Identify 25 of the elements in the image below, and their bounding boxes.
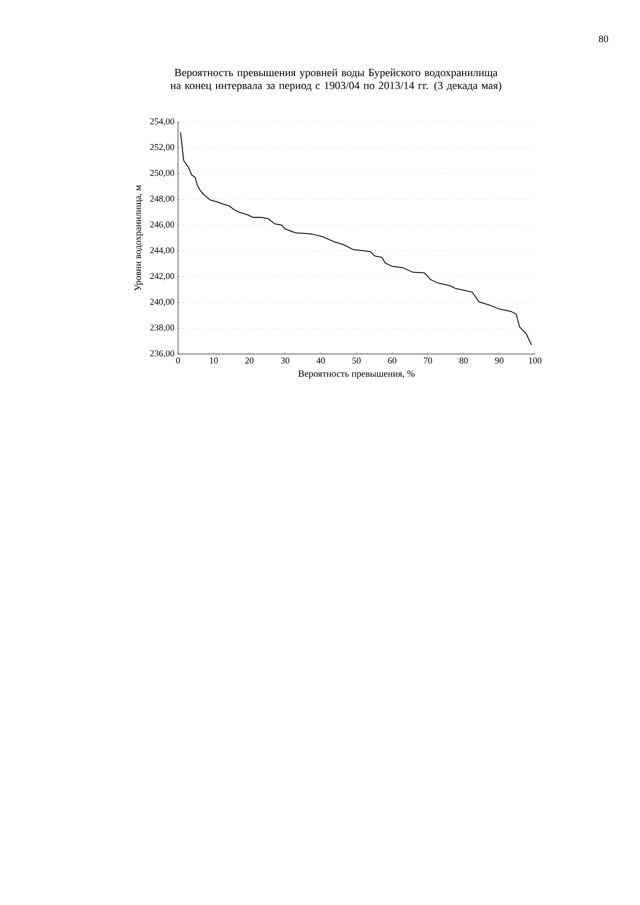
x-tick-label: 100 xyxy=(529,358,542,364)
x-tick-label: 20 xyxy=(245,358,254,364)
y-tick-label: 238,00 xyxy=(150,324,174,332)
y-axis-title: Уровни водохранилища, м xyxy=(134,185,143,291)
text: 80 xyxy=(598,36,608,42)
y-tick-label: 244,00 xyxy=(150,247,174,255)
y-tick-label: 250,00 xyxy=(150,170,174,178)
x-tick-label: 40 xyxy=(316,358,325,364)
y-tick-label: 254,00 xyxy=(150,118,174,126)
x-tick-label: 50 xyxy=(352,358,361,364)
x-tick-label: 90 xyxy=(495,358,504,364)
x-tick-label: 80 xyxy=(459,358,468,364)
x-tick-label: 60 xyxy=(388,358,396,364)
x-tick-label: 70 xyxy=(424,358,432,364)
y-tick-label: 242,00 xyxy=(150,272,174,280)
y-tick-label: 236,00 xyxy=(150,350,174,358)
y-tick-label: 246,00 xyxy=(150,221,174,229)
x-tick-label: 30 xyxy=(281,358,290,364)
y-tick-label: 240,00 xyxy=(150,298,174,306)
x-tick-label: 0 xyxy=(176,358,180,364)
chart-title: Вероятность превышения уровней воды Бурейского водохранилища на конец интервала за период с 1903/04 по 2013/14 гг. (3 декада мая) xyxy=(170,68,502,92)
y-tick-label: 248,00 xyxy=(150,196,174,203)
x-axis-title: Вероятность превышения, % xyxy=(298,370,415,379)
y-tick-label: 252,00 xyxy=(150,144,174,152)
x-tick-label: 10 xyxy=(210,358,218,364)
